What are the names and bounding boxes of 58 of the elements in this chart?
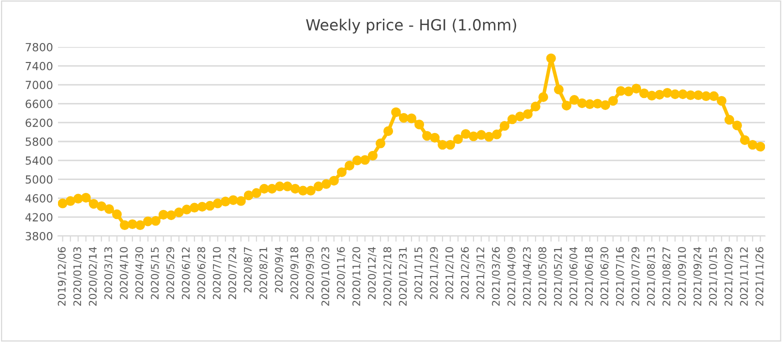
x-tick-label: 2020/6/12 [182, 247, 191, 300]
x-tick-label: 2021/05/08 [538, 247, 548, 306]
x-tick-label: 2021/06/18 [584, 247, 594, 306]
y-tick-label: 5800 [26, 137, 52, 146]
y-tick-label: 7800 [26, 42, 52, 52]
x-tick-label: 2020/5/29 [166, 247, 176, 300]
x-tick-label: 2021/04/09 [507, 247, 516, 306]
x-tick-label: 2020/9/18 [290, 247, 300, 300]
x-tick-label: 2020/5/15 [150, 247, 160, 300]
x-tick-label: 2021/06/30 [600, 247, 610, 306]
x-tick-label: 2020/9/4 [274, 247, 284, 292]
x-tick-label: 2021/08/27 [662, 247, 672, 306]
x-tick-label: 2020/7/24 [228, 247, 238, 300]
x-tick-label: 2020/6/28 [197, 247, 206, 300]
x-tick-label: 2021/1/29 [430, 247, 439, 300]
x-tick-label: 2021/07/16 [616, 247, 625, 306]
y-tick-label: 6600 [26, 100, 52, 108]
x-tick-label: 2021/07/29 [631, 247, 640, 306]
x-tick-label: 2021/11/26 [755, 247, 764, 306]
x-tick-label: 2021/10/29 [724, 247, 734, 306]
x-tick-label: 2021/03/26 [492, 247, 501, 306]
x-tick-label: 2021/3/12 [476, 247, 486, 300]
x-tick-label: 2021/04/23 [522, 247, 532, 306]
y-tick-label: 5000 [26, 175, 52, 184]
x-tick-label: 2020/12/31 [398, 247, 408, 306]
x-tick-label: 2020/3/13 [104, 247, 114, 300]
x-tick-label: 2020/8/7 [244, 247, 253, 292]
x-tick-label: 2021/09/24 [693, 247, 702, 306]
y-tick-label: 6200 [26, 118, 52, 127]
x-tick-label: 2020/12/4 [368, 247, 377, 300]
y-tick-label: 7400 [26, 62, 52, 70]
x-tick-label: 2020/01/03 [73, 247, 82, 306]
x-tick-label: 2020/11/6 [336, 247, 346, 300]
x-tick-label: 2020/12/18 [383, 247, 392, 306]
x-tick-label: 2020/02/14 [88, 247, 98, 306]
y-tick-label: 7000 [26, 80, 52, 90]
y-tick-label: 3800 [26, 232, 52, 240]
y-tick-label: 4600 [25, 194, 52, 203]
x-tick-label: 2020/4/10 [120, 247, 129, 300]
x-tick-label: 2020/11/20 [352, 247, 362, 306]
x-tick-label: 2021/2/26 [460, 247, 470, 300]
x-tick-label: 2021/08/13 [646, 247, 656, 306]
y-tick-label: 5400 [26, 156, 52, 165]
x-tick-label: 2021/05/21 [554, 247, 563, 306]
x-tick-label: 2020/10/23 [321, 247, 330, 306]
x-tick-label: 2021/1/15 [414, 247, 424, 300]
x-tick-label: 2021/06/04 [569, 247, 578, 306]
x-tick-label: 2020/9/30 [306, 247, 315, 300]
y-tick-label: 4200 [25, 213, 52, 222]
x-tick-label: 2020/8/21 [259, 247, 268, 300]
x-tick-label: 2021/09/10 [678, 247, 687, 306]
x-tick-label: 2021/11/12 [740, 247, 749, 306]
x-tick-label: 2020/7/10 [212, 247, 222, 300]
x-tick-label: 2021/10/15 [708, 247, 718, 306]
x-tick-label: 2019/12/06 [58, 247, 66, 306]
chart-title: Weekly price - HGI (1.0mm) [306, 18, 516, 34]
x-tick-label: 2021/2/10 [445, 247, 454, 300]
x-tick-label: 2020/4/30 [135, 247, 144, 300]
